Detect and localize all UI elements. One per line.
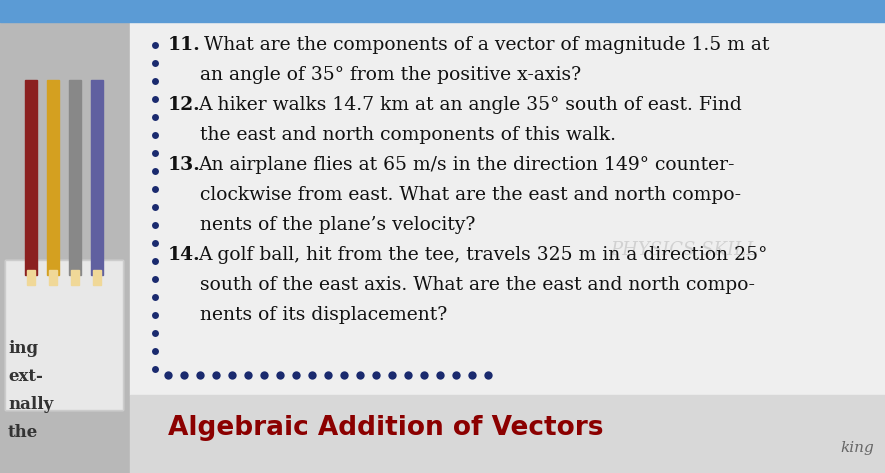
Text: ing: ing: [8, 340, 38, 357]
Text: 13.: 13.: [168, 156, 201, 174]
Text: clockwise from east. What are the east and north compo-: clockwise from east. What are the east a…: [200, 186, 741, 204]
Text: the east and north components of this walk.: the east and north components of this wa…: [200, 126, 616, 144]
Text: An airplane flies at 65 m/s in the direction 149° counter-: An airplane flies at 65 m/s in the direc…: [198, 156, 735, 174]
Text: nents of the plane’s velocity?: nents of the plane’s velocity?: [200, 216, 475, 234]
Bar: [69, 80, 81, 275]
Bar: [49, 270, 57, 285]
Bar: [93, 270, 101, 285]
Bar: [5, 260, 123, 410]
Text: 11.: 11.: [168, 36, 201, 54]
Bar: [130, 395, 885, 473]
Text: 12.: 12.: [168, 96, 201, 114]
Text: the: the: [8, 424, 38, 441]
Bar: [25, 80, 37, 275]
Bar: [91, 80, 103, 275]
Text: an angle of 35° from the positive x-axis?: an angle of 35° from the positive x-axis…: [200, 66, 581, 84]
Text: south of the east axis. What are the east and north compo-: south of the east axis. What are the eas…: [200, 276, 755, 294]
Text: king: king: [840, 441, 873, 455]
Bar: [71, 270, 79, 285]
Bar: [47, 80, 59, 275]
Bar: [5, 260, 123, 410]
Text: nally: nally: [8, 396, 53, 413]
Text: What are the components of a vector of magnitude 1.5 m at: What are the components of a vector of m…: [198, 36, 769, 54]
Text: ext-: ext-: [8, 368, 42, 385]
Bar: [27, 270, 35, 285]
Text: A golf ball, hit from the tee, travels 325 m in a direction 25°: A golf ball, hit from the tee, travels 3…: [198, 246, 767, 264]
Text: nents of its displacement?: nents of its displacement?: [200, 306, 447, 324]
Text: 14.: 14.: [168, 246, 201, 264]
Text: Algebraic Addition of Vectors: Algebraic Addition of Vectors: [168, 415, 604, 441]
Bar: [0, 0, 885, 22]
Bar: [130, 22, 885, 395]
Text: A hiker walks 14.7 km at an angle 35° south of east. Find: A hiker walks 14.7 km at an angle 35° so…: [198, 96, 742, 114]
Bar: [0, 0, 130, 473]
Text: PHYSICS SKILL: PHYSICS SKILL: [610, 241, 758, 259]
